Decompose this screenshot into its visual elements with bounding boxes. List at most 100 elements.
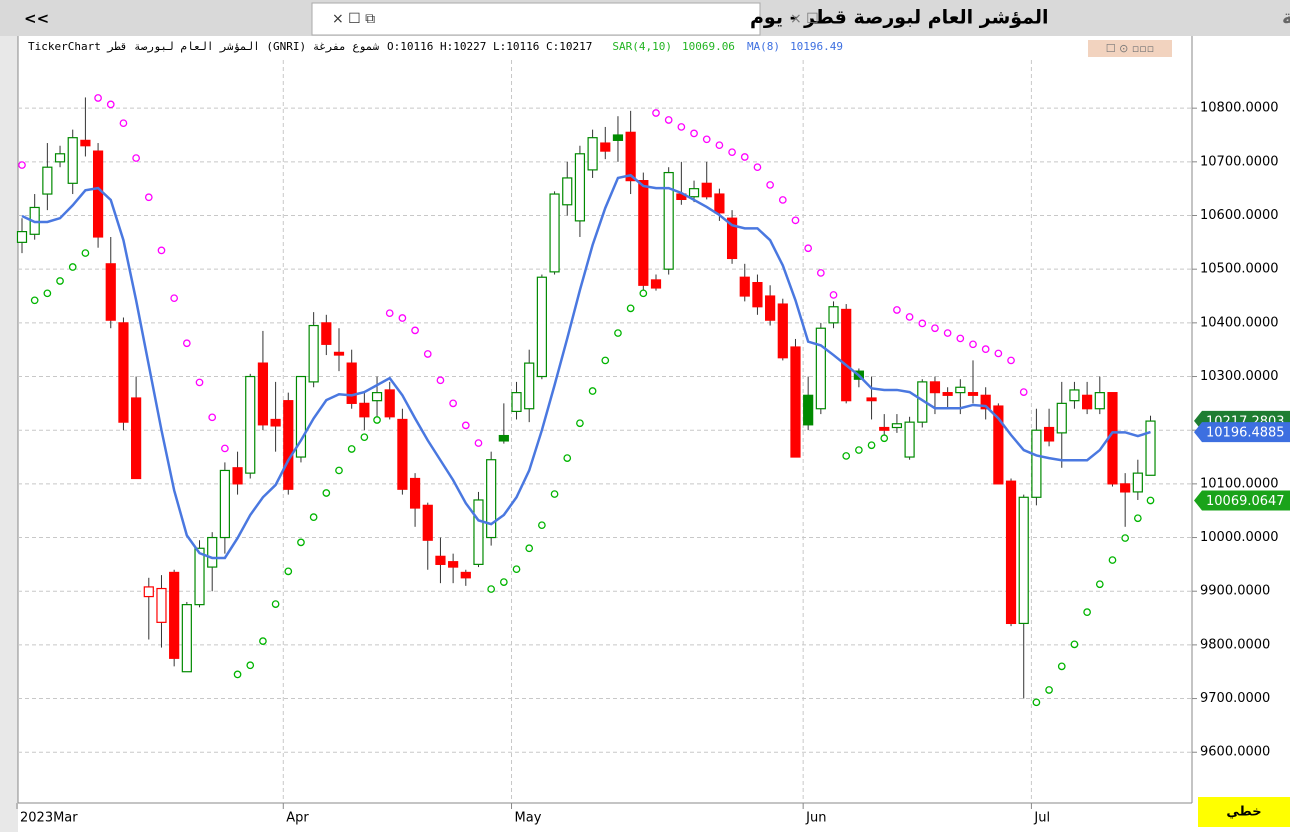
chart-title: TickerChart المؤشر العام لبورصة قطر (GNR… [28, 40, 379, 53]
candle-body [498, 434, 509, 442]
info-text: TickerChart المؤشر العام لبورصة قطر (GNR… [28, 40, 843, 53]
candle-body [397, 418, 408, 490]
price-badge [1194, 422, 1290, 443]
toolbar[interactable] [1088, 40, 1172, 57]
tab-icons[interactable]: × ☐ [790, 11, 819, 27]
sar-dot [18, 161, 26, 169]
sar-dot [385, 309, 394, 318]
sar-dot [740, 153, 749, 161]
sar-dot [1045, 686, 1053, 694]
sar-dot [1057, 662, 1066, 671]
sar-dot [1083, 608, 1091, 616]
candle-body [169, 571, 180, 659]
sar-dot [791, 216, 800, 225]
y-tick-label: 9600.0000 [1200, 745, 1270, 760]
candle-body [16, 231, 28, 243]
inactive-tab-title[interactable]: المؤشر العام لبورصة قطر - ربع سنة [1282, 7, 1290, 29]
candle-body [156, 587, 167, 623]
mode-label[interactable]: خطي [1226, 805, 1261, 820]
sar-dot [855, 446, 863, 454]
x-tick-label: Apr [286, 811, 309, 826]
candle-body [904, 421, 915, 458]
sar-dot [1133, 514, 1142, 523]
candle-body [359, 402, 370, 418]
legend-value: 10196.49 [790, 40, 843, 53]
sar-dot [639, 289, 648, 298]
sar-dot [1121, 534, 1130, 542]
candle-body [422, 504, 433, 541]
price-badge-label: 10196.4885 [1206, 426, 1285, 441]
candle-body [270, 418, 281, 427]
candle-body [688, 188, 700, 198]
toolbar-icons[interactable]: ☐ ⊙ ▫▫▫ [1106, 42, 1154, 55]
sar-dot [880, 434, 889, 443]
sar-dot [499, 578, 508, 586]
y-tick-label: 10800.0000 [1200, 101, 1279, 116]
candle-body [1043, 426, 1055, 442]
sar-dot [753, 163, 762, 172]
sar-dot [56, 277, 64, 285]
sar-dot [461, 421, 470, 430]
sar-dot [842, 452, 851, 460]
sar-dot [601, 356, 610, 365]
sar-dot [297, 538, 305, 547]
candle-body [777, 303, 788, 359]
sar-dot [208, 413, 217, 422]
legend-value: 10069.06 [682, 40, 735, 53]
sar-dot [1032, 698, 1041, 707]
candle-body [283, 400, 294, 490]
candle-body [1120, 483, 1131, 493]
candle-body [346, 362, 357, 404]
sar-dot [614, 329, 622, 337]
sar-dot [373, 416, 381, 424]
sar-dot [30, 296, 39, 305]
candle-body [562, 177, 573, 206]
candle-body [511, 392, 522, 413]
sar-dot [588, 387, 597, 395]
sar-dot [943, 329, 952, 337]
sar-dot [804, 244, 813, 253]
tab-icons[interactable]: × ☐ ⧉ [332, 11, 375, 27]
nav-button[interactable]: << [24, 10, 49, 28]
candle-body [232, 467, 243, 485]
x-tick-label: Jun [805, 811, 826, 826]
y-tick-label: 10400.0000 [1200, 315, 1279, 330]
sar-dot [931, 324, 939, 333]
sar-dot [715, 141, 724, 150]
candle-body [524, 362, 535, 410]
sar-dot [905, 313, 914, 321]
active-tab[interactable] [311, 2, 761, 36]
price-badge-label: 10069.0647 [1206, 494, 1285, 509]
candle-body [879, 426, 890, 431]
x-tick-label: May [515, 811, 542, 826]
candle-body [650, 279, 662, 289]
sar-dot [182, 339, 191, 348]
y-tick-label: 10700.0000 [1200, 154, 1279, 169]
sar-dot [94, 94, 102, 102]
candle-body [929, 381, 941, 394]
candle-body [321, 322, 332, 345]
candle-body [1031, 429, 1042, 498]
sar-dot [309, 513, 318, 521]
sar-dot [195, 378, 204, 387]
candle-body [765, 295, 776, 321]
candle-body [866, 397, 877, 402]
y-tick-label: 9700.0000 [1200, 691, 1270, 706]
candle-body [663, 171, 674, 270]
sar-dot [664, 116, 673, 124]
candle-body [54, 153, 66, 163]
candle-body [194, 547, 205, 606]
y-tick-label: 9900.0000 [1200, 584, 1270, 599]
candle-body [536, 276, 547, 378]
candle-body [600, 142, 611, 152]
left-strip [0, 36, 18, 832]
candle-body [993, 405, 1004, 485]
mode-button[interactable] [1198, 797, 1290, 827]
active-tab-title[interactable]: المؤشر العام لبورصة قطر - يوم [750, 7, 1049, 29]
sar-dot [626, 304, 635, 313]
y-tick-label: 10600.0000 [1200, 208, 1279, 223]
candle-body [92, 150, 104, 238]
candle-body [955, 386, 966, 394]
sar-dot [1019, 388, 1028, 396]
candle-body [257, 362, 269, 426]
